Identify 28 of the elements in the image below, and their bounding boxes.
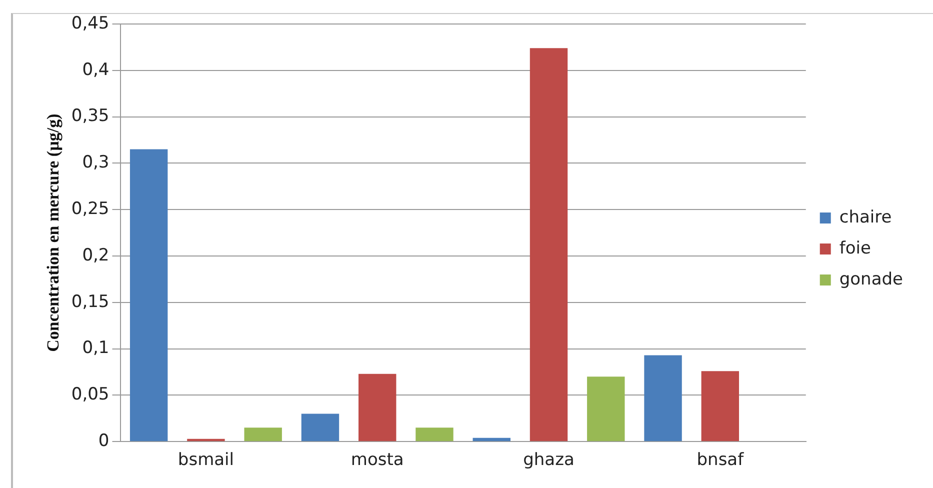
y-tick-label: 0,3 [82,152,110,173]
y-tick-label: 0,2 [82,245,110,266]
bar [244,428,282,442]
y-tick-label: 0,15 [71,292,110,312]
bar [472,438,510,442]
x-tick-label: mosta [350,450,404,470]
x-tick-label: bnsaf [696,450,745,470]
x-tick-label: ghaza [523,450,574,470]
y-tick-label: 0,35 [71,106,110,126]
y-tick-label: 0 [98,431,110,452]
legend-label: gonade [839,269,904,290]
y-axis-title: Concentration en mercure (µg/g) [44,114,63,352]
bar [701,371,740,442]
bar [530,48,568,442]
x-tick-label: bsmail [178,450,234,470]
legend-label: foie [839,238,871,258]
legend-label: chaire [839,207,892,228]
y-tick-label: 0,25 [71,199,110,220]
y-tick-label: 0,1 [82,338,110,358]
y-tick-label: 0,45 [71,13,110,34]
bar [130,149,168,442]
bar [644,355,682,442]
bar [416,428,454,442]
bar [301,414,340,442]
bar [358,374,396,442]
y-tick-label: 0,05 [71,384,110,405]
bar [587,376,625,442]
y-tick-label: 0,4 [82,60,110,80]
